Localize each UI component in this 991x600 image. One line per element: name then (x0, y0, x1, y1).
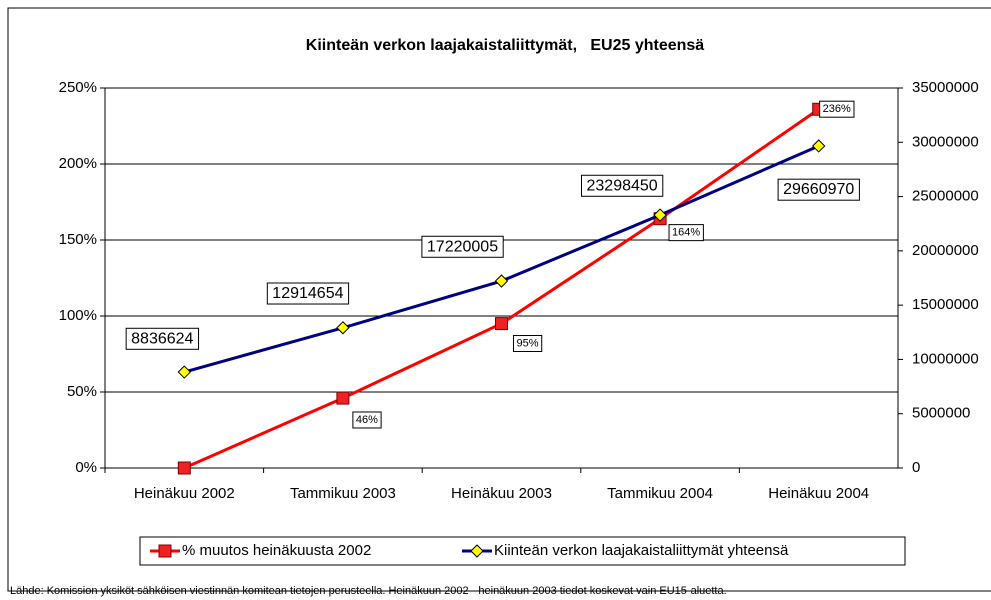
y-tick-label: 250% (59, 79, 97, 96)
y-tick-label: 50% (67, 383, 97, 400)
y2-tick-label: 35000000 (912, 79, 979, 96)
legend-label: Kiinteän verkon laajakaistaliittymät yht… (494, 542, 789, 559)
x-tick-label: Tammikuu 2003 (290, 485, 396, 502)
data-label-box (512, 335, 543, 353)
data-label-box (266, 282, 350, 305)
data-label: 29660970 (783, 181, 854, 198)
marker (653, 208, 667, 222)
data-label: 17220005 (427, 238, 498, 255)
data-label: 23298450 (587, 177, 658, 194)
x-tick-label: Heinäkuu 2004 (768, 485, 869, 502)
data-label: 164% (672, 227, 700, 239)
data-label-box (421, 235, 504, 258)
y2-tick-label: 10000000 (912, 350, 979, 367)
y-tick-label: 100% (59, 307, 97, 324)
x-tick-label: Heinäkuu 2003 (451, 485, 552, 502)
legend-marker (470, 544, 484, 558)
data-label: 12914654 (272, 285, 343, 302)
x-tick-label: Tammikuu 2004 (607, 485, 713, 502)
marker (811, 139, 826, 153)
marker (177, 461, 191, 475)
marker (177, 365, 192, 379)
chart-frame (7, 7, 991, 592)
y2-tick-label: 30000000 (912, 133, 979, 150)
chart-title: Kiinteän verkon laajakaistaliittymät, EU… (306, 37, 704, 54)
y-tick-label: 200% (59, 155, 97, 172)
data-label-box (819, 100, 855, 118)
marker (336, 391, 350, 405)
marker (495, 317, 508, 331)
data-label-box (352, 411, 382, 429)
legend-box (139, 536, 906, 566)
source-note: Lähde: Komission yksiköt sähköisen viest… (10, 585, 727, 597)
data-label: 95% (516, 338, 538, 350)
marker (336, 321, 350, 335)
marker (494, 274, 509, 288)
data-label-box (581, 174, 664, 197)
y2-tick-label: 5000000 (912, 405, 970, 422)
data-label-box (125, 327, 200, 350)
y2-tick-label: 0 (912, 459, 920, 476)
y2-tick-label: 25000000 (912, 188, 979, 205)
y2-tick-label: 15000000 (912, 296, 979, 313)
data-label: 236% (823, 103, 851, 115)
legend-marker (158, 544, 172, 558)
y2-tick-label: 20000000 (912, 242, 979, 259)
y-tick-label: 0% (75, 459, 97, 476)
y-tick-label: 150% (59, 231, 97, 248)
x-tick-label: Heinäkuu 2002 (134, 485, 235, 502)
legend-label: % muutos heinäkuusta 2002 (182, 542, 371, 559)
data-label: 8836624 (131, 330, 193, 347)
data-label-box (777, 178, 860, 201)
data-label: 46% (356, 414, 378, 426)
data-label-box (668, 224, 704, 242)
